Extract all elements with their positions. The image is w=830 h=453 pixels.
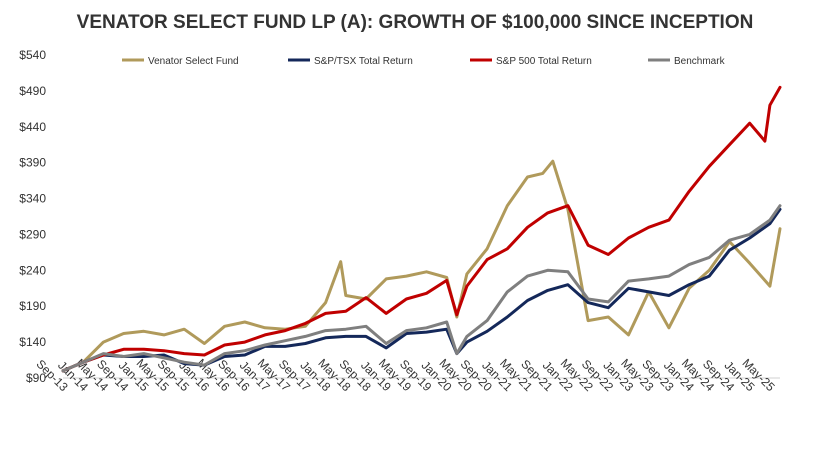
- y-tick-label: $540: [19, 48, 46, 62]
- y-tick-label: $140: [19, 335, 46, 349]
- y-tick-label: $490: [19, 84, 46, 98]
- x-axis: Sep-13Jan-14May-14Sep-14Jan-15May-15Sep-…: [34, 356, 780, 394]
- legend-label: Venator Select Fund: [148, 56, 239, 67]
- y-axis: $90 $140 $190 $240 $290 $340 $390 $440 $490 $540: [19, 48, 46, 385]
- y-tick-label: $440: [19, 120, 46, 134]
- y-tick-label: $290: [19, 227, 46, 241]
- legend-label: S&P/TSX Total Return: [314, 56, 413, 67]
- y-tick-label: $240: [19, 263, 46, 277]
- legend-label: Benchmark: [674, 56, 726, 67]
- chart-title: VENATOR SELECT FUND LP (A): GROWTH OF $1…: [77, 12, 754, 33]
- legend-label: S&P 500 Total Return: [496, 56, 592, 67]
- series-line: [61, 204, 782, 373]
- series-line: [61, 85, 782, 373]
- legend: Venator Select Fund S&P/TSX Total Return S…: [122, 56, 726, 67]
- series-line: [61, 207, 782, 373]
- series-layer: [61, 85, 782, 373]
- y-tick-label: $390: [19, 156, 46, 170]
- y-tick-label: $340: [19, 192, 46, 206]
- y-tick-label: $90: [26, 371, 46, 385]
- series-line: [61, 159, 782, 373]
- y-tick-label: $190: [19, 299, 46, 313]
